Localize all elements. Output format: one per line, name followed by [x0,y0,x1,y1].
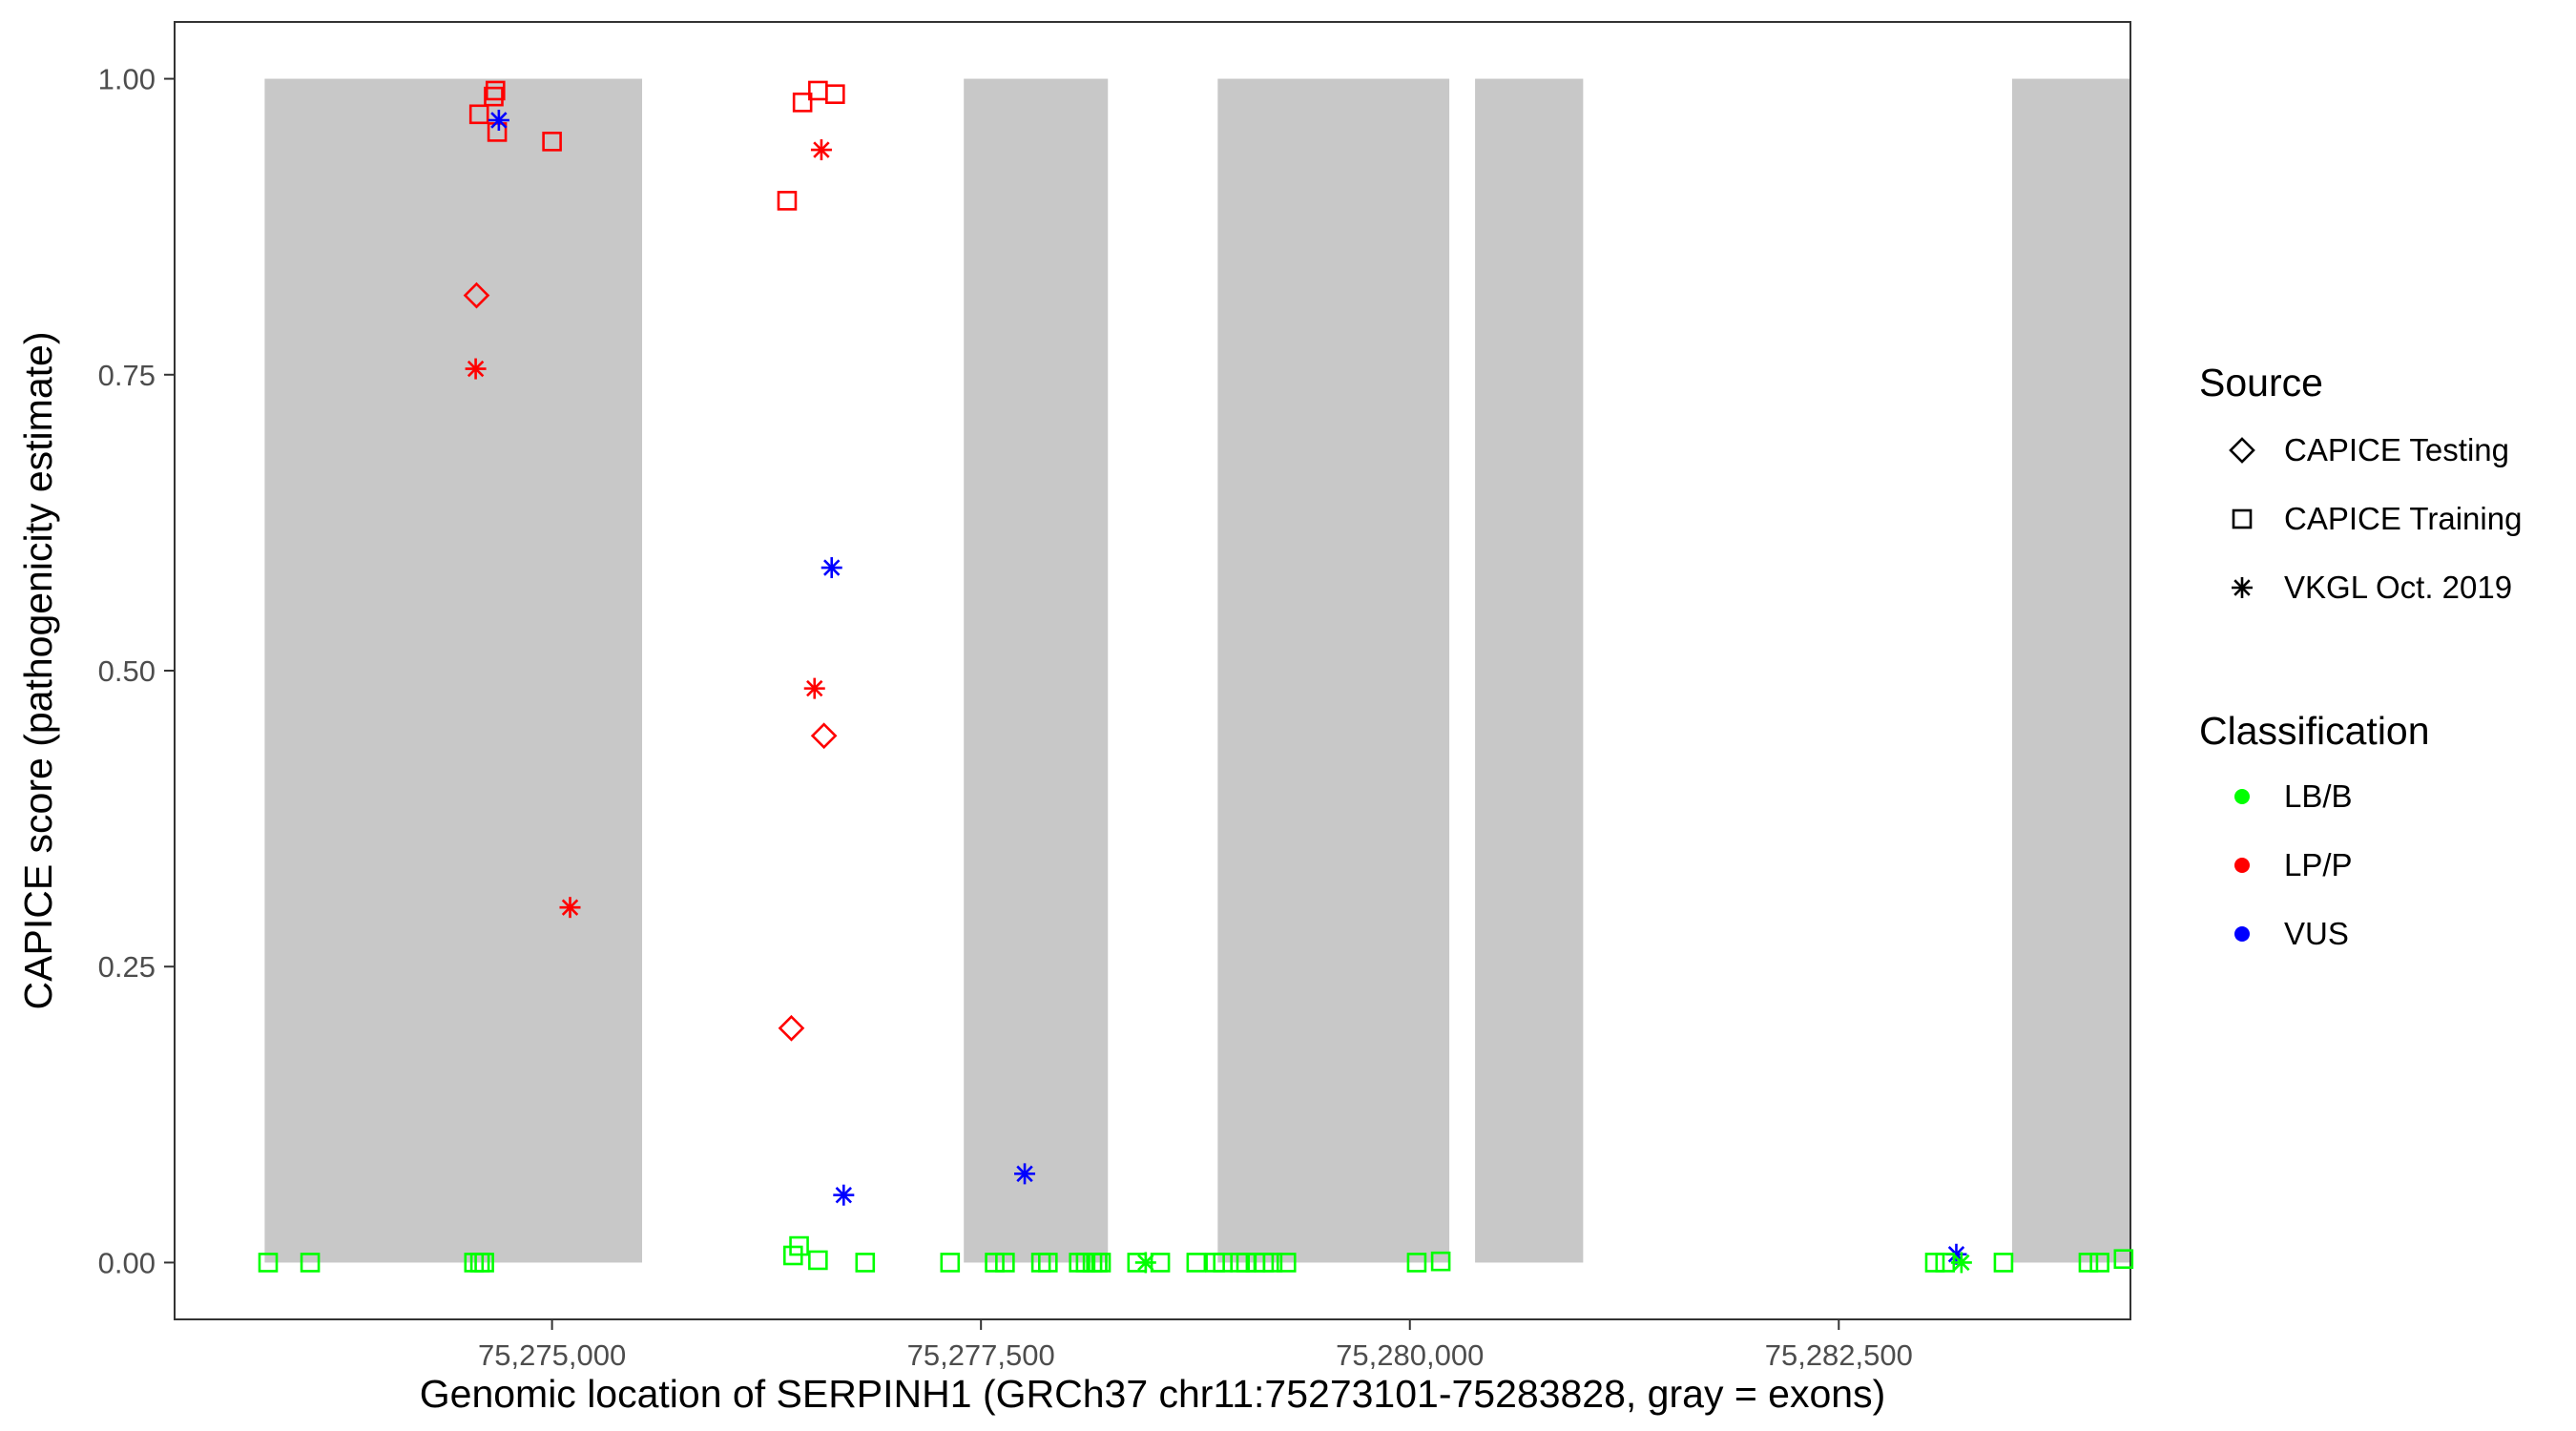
data-point [803,677,825,699]
legend-key-dot-icon [2234,789,2250,804]
y-tick-label: 0.00 [98,1246,156,1279]
x-tick-label: 75,282,500 [1765,1338,1913,1372]
data-point [1186,1253,1207,1273]
legend-label: VUS [2284,916,2349,951]
legend-title-source: Source [2199,361,2323,404]
data-point [995,1253,1015,1273]
data-point [1213,1253,1234,1273]
y-tick-label: 0.50 [98,654,156,688]
data-point [789,1235,809,1256]
data-point [985,1253,1005,1273]
data-point [1430,1251,1451,1272]
data-point [542,132,562,152]
y-tick-label: 0.25 [98,950,156,984]
legend-key-dot-icon [2234,926,2250,942]
data-point [474,1253,494,1273]
legend-label: LP/P [2284,847,2353,882]
legend-key-diamond-icon [2229,437,2255,464]
exon-region [1475,78,1584,1263]
legend-label: CAPICE Training [2284,501,2522,536]
data-point [1091,1253,1111,1273]
data-point [463,281,490,309]
y-tick-label: 0.75 [98,359,156,392]
data-point [778,1014,805,1042]
data-point [2089,1253,2109,1273]
legend-key-asterisk-icon [2232,577,2253,598]
data-point [810,722,838,750]
data-point [1406,1253,1427,1273]
data-point [855,1253,876,1273]
data-point [1134,1252,1156,1274]
data-point [468,104,489,125]
data-point [810,139,832,161]
legend-source-items: CAPICE Testing CAPICE Training VKGL Oct. 2… [2229,432,2522,605]
legend-class-items: LB/B LP/P VUS [2234,778,2353,951]
data-point [833,1184,855,1206]
exon-region [1217,78,1450,1263]
data-point [300,1253,321,1273]
legend: Source CAPICE Testing CAPICE Training VKGL… [2199,361,2522,951]
data-point [559,897,581,919]
data-point [792,93,813,113]
x-axis-title: Genomic location of SERPINH1 (GRCh37 chr… [420,1372,1885,1416]
legend-label: CAPICE Testing [2284,432,2509,467]
data-point [2078,1253,2099,1273]
data-point [1950,1252,1972,1274]
legend-title-classification: Classification [2199,709,2430,753]
legend-key-dot-icon [2234,858,2250,873]
data-point [808,1250,828,1271]
data-point [821,557,842,579]
axes: 0.00 0.25 0.50 0.75 1.00 75,275,000 75,277,500… [98,63,1913,1372]
data-point [465,358,487,380]
data-point [485,80,506,101]
data-point [777,191,798,211]
legend-key-square-icon [2232,508,2253,529]
data-point [1993,1253,2014,1273]
exon-regions [264,78,2130,1263]
data-points [258,80,2134,1274]
y-axis-title: CAPICE score (pathogenicity estimate) [16,332,60,1010]
data-point [1262,1253,1283,1273]
exon-region [964,78,1109,1263]
x-tick-label: 75,277,500 [907,1338,1055,1372]
exon-region [264,78,643,1263]
data-point [825,84,845,104]
x-tick-label: 75,275,000 [478,1338,626,1372]
data-point [2113,1249,2134,1270]
legend-label: LB/B [2284,778,2353,814]
data-point [1038,1253,1058,1273]
exon-region [2011,78,2130,1263]
data-point [488,109,509,131]
data-point [940,1253,961,1273]
x-tick-label: 75,280,000 [1336,1338,1484,1372]
y-tick-label: 1.00 [98,63,156,96]
data-point [258,1253,279,1273]
data-point [1150,1253,1171,1273]
legend-label: VKGL Oct. 2019 [2284,570,2512,605]
data-point [1014,1163,1036,1185]
data-point [1924,1253,1945,1273]
data-point [484,86,504,107]
data-point [1276,1253,1297,1273]
